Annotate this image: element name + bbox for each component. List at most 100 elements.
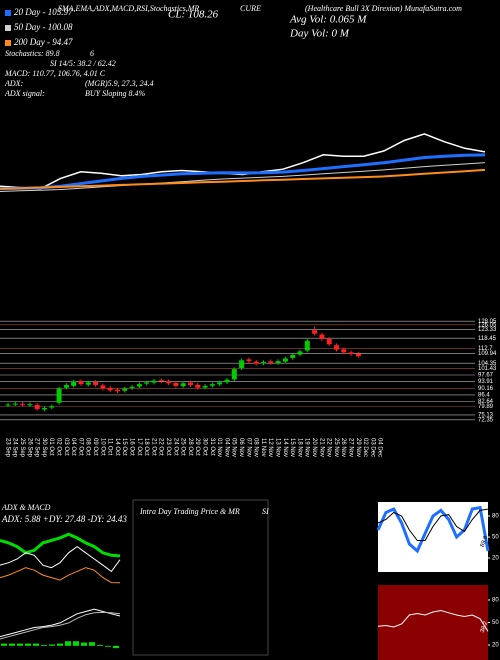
y-tick-label: 75.13 bbox=[478, 412, 494, 418]
candle-body bbox=[20, 403, 26, 405]
histogram-bar bbox=[105, 645, 111, 647]
x-tick-label: 19 Nov bbox=[304, 438, 310, 457]
legend-label: 50 Day - 100.08 bbox=[14, 22, 73, 32]
x-tick-label: 20 Nov bbox=[311, 438, 317, 457]
macd: MACD: 110.77, 106.76, 4.01 C bbox=[4, 69, 106, 78]
y-tick-label: 104.35 bbox=[478, 361, 497, 367]
y-tick-label: 79.89 bbox=[478, 404, 494, 410]
x-tick-label: 11 Nov bbox=[260, 438, 266, 457]
x-tick-label: 01 Oct bbox=[48, 438, 54, 456]
adx-signal-value: BUY Sloping 8.4% bbox=[85, 89, 146, 98]
x-tick-label: 07 Nov bbox=[245, 438, 251, 457]
candle-body bbox=[173, 382, 179, 386]
candle-body bbox=[304, 340, 310, 351]
x-tick-label: 23 Sep bbox=[4, 438, 10, 458]
x-tick-label: 18 Oct bbox=[143, 438, 149, 456]
candle-body bbox=[115, 389, 120, 392]
candle-body bbox=[312, 330, 318, 334]
x-tick-label: 21 Nov bbox=[318, 438, 324, 457]
histogram-bar bbox=[1, 643, 7, 646]
line bbox=[0, 567, 121, 584]
candle-body bbox=[158, 380, 164, 382]
candle-body bbox=[326, 339, 332, 345]
x-tick-label: 02 Dec bbox=[362, 438, 368, 457]
avg-volume: Avg Vol: 0.065 M bbox=[289, 14, 367, 26]
intraday-box bbox=[132, 499, 269, 656]
candle-body bbox=[5, 404, 11, 406]
candle-body bbox=[195, 384, 201, 388]
y-tick-label: 80 bbox=[492, 598, 499, 604]
candle-body bbox=[209, 384, 215, 386]
x-tick-label: 16 Oct bbox=[129, 438, 135, 456]
line bbox=[0, 611, 121, 640]
panel-subtitle: ADX: 5.88 +DY: 27.48 -DY: 24.43 bbox=[1, 514, 127, 524]
histogram-bar bbox=[65, 641, 71, 646]
candle-body bbox=[246, 359, 252, 362]
candle-body bbox=[27, 404, 33, 406]
x-tick-label: 28 Oct bbox=[187, 438, 193, 456]
histogram-bar bbox=[33, 643, 39, 646]
candle-body bbox=[49, 406, 55, 408]
candle-body bbox=[100, 385, 106, 389]
line bbox=[0, 153, 486, 191]
legend-label: 20 Day - 105.97 bbox=[14, 7, 73, 17]
candle-body bbox=[261, 362, 266, 364]
x-tick-label: 25 Oct bbox=[180, 438, 186, 456]
candle-body bbox=[224, 379, 230, 383]
panel-title: Intra Day Trading Price & MR bbox=[139, 507, 240, 516]
x-tick-label: 24 Oct bbox=[172, 438, 178, 456]
histogram-bar bbox=[73, 641, 79, 646]
candle-body bbox=[334, 345, 339, 350]
candle-body bbox=[188, 382, 193, 386]
stochastics: Stochastics: 89.8 bbox=[5, 49, 60, 58]
x-tick-label: 14 Oct bbox=[114, 438, 120, 456]
line bbox=[377, 609, 489, 632]
x-tick-label: 22 Nov bbox=[326, 438, 332, 457]
y-tick-label: 20 bbox=[492, 556, 499, 562]
x-tick-label: 07 Oct bbox=[77, 438, 83, 456]
legend-swatch bbox=[5, 25, 11, 31]
y-tick-label: 72.35 bbox=[478, 417, 494, 423]
y-tick-label: 123.33 bbox=[478, 327, 497, 333]
y-tick-label: 101.43 bbox=[478, 366, 497, 372]
x-tick-label: 08 Oct bbox=[85, 438, 91, 456]
candle-body bbox=[341, 349, 347, 353]
candle-body bbox=[34, 404, 40, 409]
candle-body bbox=[107, 387, 113, 391]
symbol: CURE bbox=[240, 4, 261, 13]
histogram-bar bbox=[25, 643, 31, 646]
legend-label: 200 Day - 94.47 bbox=[14, 37, 73, 47]
candle-body bbox=[282, 358, 288, 362]
line bbox=[0, 532, 121, 558]
rsi: SI 14/5: 38.2 / 62.42 bbox=[50, 59, 116, 68]
histogram-bar bbox=[57, 643, 63, 646]
y-tick-label: 82.64 bbox=[478, 399, 494, 405]
histogram-bar bbox=[17, 643, 23, 646]
candle-body bbox=[239, 360, 245, 369]
candle-body bbox=[275, 361, 281, 364]
candle-body bbox=[71, 381, 77, 386]
candle-body bbox=[78, 381, 84, 385]
x-tick-label: 06 Nov bbox=[238, 438, 244, 457]
line bbox=[377, 508, 489, 541]
candle-body bbox=[253, 361, 259, 364]
x-tick-label: 04 Dec bbox=[377, 438, 383, 457]
x-tick-label: 03 Dec bbox=[369, 438, 375, 457]
x-tick-label: 14 Nov bbox=[282, 438, 288, 457]
line bbox=[0, 133, 486, 190]
annotation: 38.2 bbox=[480, 620, 490, 634]
y-tick-label: 90.16 bbox=[478, 386, 494, 392]
candle-body bbox=[268, 361, 274, 363]
x-tick-label: 24 Sep bbox=[12, 438, 18, 458]
candle-body bbox=[63, 385, 69, 388]
y-tick-label: 86.4 bbox=[478, 393, 490, 399]
x-tick-label: 04 Oct bbox=[70, 438, 76, 456]
adx: ADX: bbox=[4, 79, 24, 88]
annotation: 89.8 bbox=[480, 535, 490, 549]
x-tick-label: 11 Oct bbox=[107, 438, 113, 456]
adx-values: (MGR)5.9, 27.3, 24.4 bbox=[85, 79, 154, 88]
histogram-bar bbox=[89, 642, 95, 646]
candle-body bbox=[217, 382, 223, 385]
x-tick-label: 02 Oct bbox=[56, 438, 62, 456]
line bbox=[0, 162, 486, 192]
